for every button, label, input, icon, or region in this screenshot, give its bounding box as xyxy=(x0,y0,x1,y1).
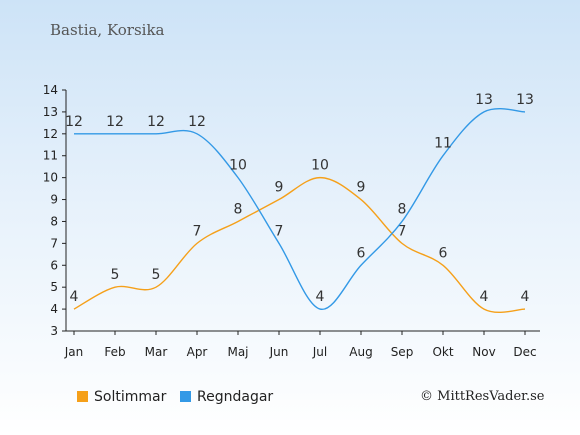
data-label-regndagar-aug: 6 xyxy=(357,245,366,261)
data-label-soltimmar-mar: 5 xyxy=(152,267,161,283)
data-label-soltimmar-sep: 7 xyxy=(398,223,407,239)
y-tick-label-11: 11 xyxy=(43,149,58,163)
data-label-soltimmar-jan: 4 xyxy=(70,289,79,305)
legend-label-soltimmar: Soltimmar xyxy=(94,389,167,405)
data-label-regndagar-jan: 12 xyxy=(65,114,83,130)
y-tick-label-3: 3 xyxy=(50,324,58,338)
x-tick-label-Dec: Dec xyxy=(513,345,536,359)
x-tick-label-Maj: Maj xyxy=(227,345,248,359)
data-label-soltimmar-dec: 4 xyxy=(521,289,530,305)
x-tick-label-Feb: Feb xyxy=(104,345,125,359)
data-label-regndagar-sep: 8 xyxy=(398,201,407,217)
y-tick-label-10: 10 xyxy=(43,171,58,185)
data-label-soltimmar-nov: 4 xyxy=(480,289,489,305)
y-tick-label-12: 12 xyxy=(43,127,58,141)
data-label-soltimmar-jul: 10 xyxy=(311,158,329,174)
x-tick-label-Jan: Jan xyxy=(64,345,84,359)
copyright-text: © MittResVader.se xyxy=(420,389,545,404)
y-tick-label-4: 4 xyxy=(50,302,58,316)
data-label-regndagar-nov: 13 xyxy=(475,92,493,108)
data-label-soltimmar-maj: 8 xyxy=(234,201,243,217)
data-label-regndagar-jul: 4 xyxy=(316,289,325,305)
x-tick-label-Jun: Jun xyxy=(269,345,289,359)
data-label-regndagar-jun: 7 xyxy=(275,223,284,239)
series-line-soltimmar xyxy=(73,176,526,314)
data-label-soltimmar-feb: 5 xyxy=(111,267,120,283)
data-label-regndagar-maj: 10 xyxy=(229,158,247,174)
legend-swatch-soltimmar xyxy=(77,391,88,402)
data-label-soltimmar-apr: 7 xyxy=(193,223,202,239)
data-label-soltimmar-aug: 9 xyxy=(357,180,366,196)
x-tick-label-Sep: Sep xyxy=(391,345,414,359)
y-tick-label-6: 6 xyxy=(50,258,58,272)
data-label-regndagar-feb: 12 xyxy=(106,114,124,130)
y-tick-label-5: 5 xyxy=(50,280,58,294)
legend-item-regndagar: Regndagar xyxy=(180,389,273,405)
data-label-regndagar-okt: 11 xyxy=(434,136,452,152)
x-tick-label-Jul: Jul xyxy=(312,345,327,359)
series-line-regndagar xyxy=(74,107,526,310)
x-tick-label-Nov: Nov xyxy=(472,345,495,359)
x-tick-label-Okt: Okt xyxy=(432,345,453,359)
data-label-regndagar-mar: 12 xyxy=(147,114,165,130)
x-tick-label-Aug: Aug xyxy=(349,345,372,359)
data-label-soltimmar-okt: 6 xyxy=(439,245,448,261)
data-label-soltimmar-jun: 9 xyxy=(275,180,284,196)
y-tick-label-8: 8 xyxy=(50,214,58,228)
data-label-regndagar-apr: 12 xyxy=(188,114,206,130)
chart-title: Bastia, Korsika xyxy=(50,21,165,39)
data-label-regndagar-dec: 13 xyxy=(516,92,534,108)
x-tick-label-Mar: Mar xyxy=(145,345,168,359)
y-tick-label-7: 7 xyxy=(50,236,58,250)
x-tick-label-Apr: Apr xyxy=(187,345,208,359)
legend-item-soltimmar: Soltimmar xyxy=(77,389,166,405)
legend-label-regndagar: Regndagar xyxy=(197,389,274,405)
y-tick-label-13: 13 xyxy=(43,105,58,119)
y-tick-label-9: 9 xyxy=(50,193,58,207)
legend-swatch-regndagar xyxy=(180,391,191,402)
y-tick-label-14: 14 xyxy=(43,83,58,97)
